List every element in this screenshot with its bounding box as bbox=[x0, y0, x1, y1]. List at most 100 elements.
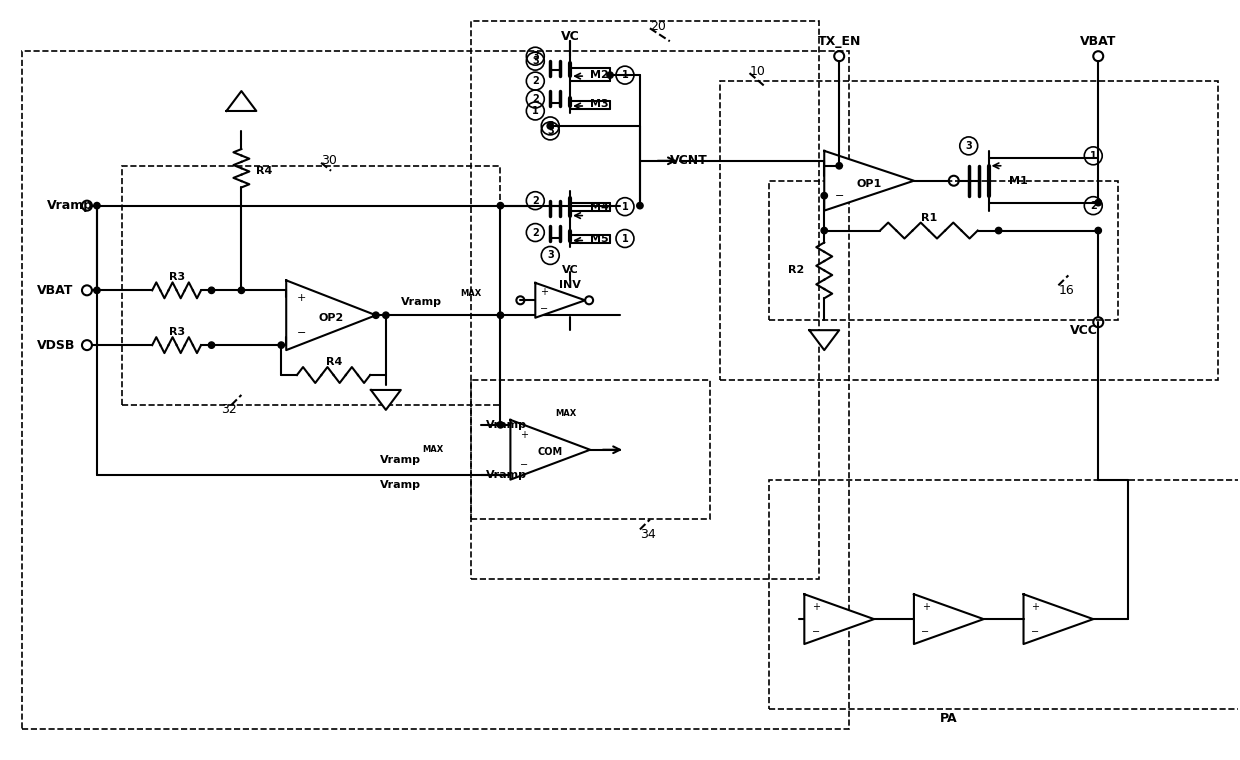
Text: +: + bbox=[296, 293, 306, 302]
Text: R3: R3 bbox=[169, 272, 185, 283]
Text: MAX: MAX bbox=[423, 445, 444, 454]
Text: 3: 3 bbox=[532, 51, 538, 62]
Bar bbox=[122, 166, 501, 405]
Text: 3: 3 bbox=[966, 141, 972, 150]
Text: MAX: MAX bbox=[556, 409, 577, 418]
Circle shape bbox=[497, 202, 503, 209]
Circle shape bbox=[238, 287, 244, 293]
Text: 30: 30 bbox=[321, 154, 337, 167]
Bar bbox=[470, 21, 820, 579]
Text: +: + bbox=[812, 602, 820, 612]
Circle shape bbox=[497, 312, 503, 318]
Text: PA: PA bbox=[940, 712, 957, 725]
Polygon shape bbox=[1023, 594, 1094, 644]
Text: MAX: MAX bbox=[460, 290, 482, 298]
Text: VCNT: VCNT bbox=[670, 154, 708, 167]
Circle shape bbox=[606, 72, 614, 78]
Text: 32: 32 bbox=[222, 404, 237, 416]
Circle shape bbox=[821, 192, 827, 199]
Text: −: − bbox=[520, 460, 528, 470]
Text: VC: VC bbox=[562, 265, 579, 275]
Polygon shape bbox=[371, 390, 401, 410]
Text: 1: 1 bbox=[532, 106, 538, 116]
Text: Vramp: Vramp bbox=[486, 470, 527, 480]
Circle shape bbox=[636, 202, 644, 209]
Text: 1: 1 bbox=[621, 233, 629, 243]
Text: 16: 16 bbox=[1059, 283, 1074, 297]
Text: 3: 3 bbox=[547, 251, 553, 261]
Bar bbox=[719, 81, 1218, 380]
Polygon shape bbox=[805, 594, 874, 644]
Text: M5: M5 bbox=[590, 233, 609, 243]
Text: R4: R4 bbox=[326, 357, 342, 367]
Text: 34: 34 bbox=[640, 528, 656, 541]
Circle shape bbox=[497, 422, 503, 428]
Text: 20: 20 bbox=[650, 20, 666, 33]
Text: −: − bbox=[296, 328, 306, 337]
Polygon shape bbox=[227, 91, 257, 111]
Text: VC: VC bbox=[560, 30, 579, 43]
Text: M1: M1 bbox=[1009, 176, 1028, 185]
Circle shape bbox=[94, 287, 100, 293]
Text: 3: 3 bbox=[532, 56, 538, 66]
Polygon shape bbox=[511, 420, 590, 480]
Circle shape bbox=[208, 342, 215, 348]
Text: 2: 2 bbox=[532, 76, 538, 86]
Text: VBAT: VBAT bbox=[37, 283, 73, 297]
Text: Vramp: Vramp bbox=[47, 199, 93, 212]
Polygon shape bbox=[825, 150, 914, 211]
Text: OP1: OP1 bbox=[857, 179, 882, 188]
Text: 3: 3 bbox=[547, 121, 553, 131]
Text: +: + bbox=[539, 287, 548, 296]
Circle shape bbox=[1095, 227, 1101, 234]
Circle shape bbox=[383, 312, 389, 318]
Text: 1: 1 bbox=[621, 70, 629, 80]
Text: +: + bbox=[921, 602, 930, 612]
Text: Vramp: Vramp bbox=[401, 297, 441, 307]
Bar bbox=[22, 51, 849, 729]
Bar bbox=[470, 380, 709, 520]
Text: R2: R2 bbox=[789, 265, 805, 275]
Text: −: − bbox=[539, 304, 548, 314]
Text: COM: COM bbox=[538, 447, 563, 457]
Polygon shape bbox=[286, 280, 376, 350]
Text: −: − bbox=[835, 191, 844, 201]
Text: −: − bbox=[812, 626, 820, 637]
Text: 1: 1 bbox=[621, 201, 629, 211]
Text: M4: M4 bbox=[590, 201, 609, 211]
Text: R4: R4 bbox=[257, 166, 273, 176]
Text: 2: 2 bbox=[532, 94, 538, 104]
Text: +: + bbox=[1032, 602, 1039, 612]
Text: TX_EN: TX_EN bbox=[817, 35, 861, 48]
Text: 3: 3 bbox=[547, 126, 553, 136]
Text: +: + bbox=[520, 430, 528, 440]
Text: M2: M2 bbox=[590, 70, 609, 80]
Text: −: − bbox=[921, 626, 930, 637]
Polygon shape bbox=[536, 283, 585, 318]
Bar bbox=[770, 480, 1240, 709]
Circle shape bbox=[996, 227, 1002, 234]
Circle shape bbox=[278, 342, 284, 348]
Text: INV: INV bbox=[559, 280, 582, 290]
Circle shape bbox=[1095, 199, 1101, 206]
Circle shape bbox=[373, 312, 379, 318]
Text: 2: 2 bbox=[1090, 201, 1096, 211]
Circle shape bbox=[547, 123, 553, 129]
Text: VDSB: VDSB bbox=[37, 339, 76, 352]
Circle shape bbox=[836, 163, 842, 169]
Text: 2: 2 bbox=[532, 195, 538, 206]
Text: Vramp: Vramp bbox=[379, 480, 420, 489]
Text: Vramp: Vramp bbox=[379, 454, 420, 464]
Text: VBAT: VBAT bbox=[1080, 35, 1116, 48]
Text: 10: 10 bbox=[749, 65, 765, 78]
Text: Vramp: Vramp bbox=[486, 420, 527, 430]
Text: OP2: OP2 bbox=[319, 313, 343, 323]
Text: +: + bbox=[835, 161, 844, 171]
Text: M3: M3 bbox=[590, 99, 609, 109]
Circle shape bbox=[208, 287, 215, 293]
Text: R1: R1 bbox=[921, 213, 937, 223]
Bar bbox=[770, 181, 1118, 320]
Text: R3: R3 bbox=[169, 327, 185, 337]
Text: VCC: VCC bbox=[1070, 324, 1099, 337]
Text: 2: 2 bbox=[532, 227, 538, 238]
